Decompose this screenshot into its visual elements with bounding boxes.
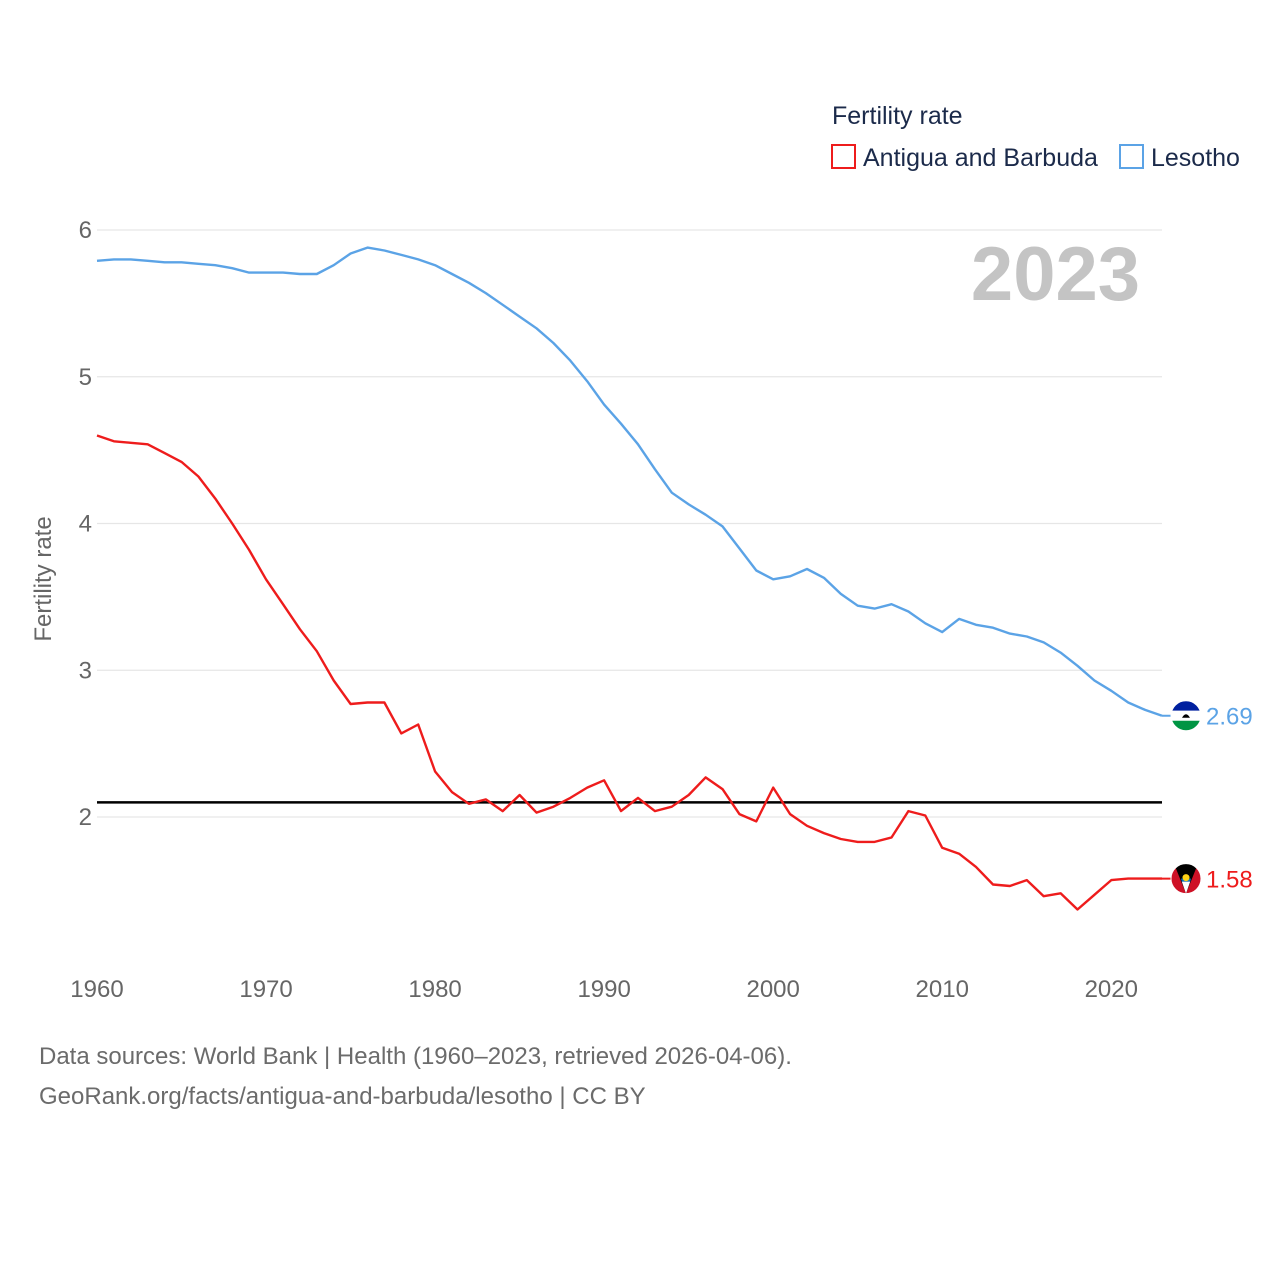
source-line-1: Data sources: World Bank | Health (1960–… [39, 1043, 792, 1070]
legend-swatch-antigua [831, 144, 856, 169]
end-value-lesotho: 2.69 [1206, 704, 1253, 731]
legend-label-lesotho: Lesotho [1151, 144, 1240, 172]
x-tick-label: 1980 [408, 976, 461, 1003]
legend-swatch-lesotho [1119, 144, 1144, 169]
gridlines [97, 229, 1162, 818]
y-tick-label: 6 [79, 217, 92, 244]
x-tick-label: 2010 [916, 976, 969, 1003]
y-tick-labels: 2 3 4 5 6 [79, 217, 92, 831]
series-line-lesotho [96, 246, 1163, 717]
y-tick-label: 3 [79, 657, 92, 684]
legend-item-antigua[interactable]: Antigua and Barbuda [831, 144, 1098, 172]
x-tick-label: 1990 [577, 976, 630, 1003]
y-axis-label: Fertility rate [30, 516, 57, 641]
y-tick-label: 2 [79, 804, 92, 831]
end-markers: 1.58 2.69 [1162, 700, 1253, 895]
legend-label-antigua: Antigua and Barbuda [863, 144, 1098, 172]
flag-icon-lesotho [1170, 700, 1202, 732]
flag-icon-antigua [1170, 863, 1202, 895]
current-year-label: 2023 [971, 232, 1140, 317]
x-tick-label: 1970 [239, 976, 292, 1003]
x-tick-label: 2000 [746, 976, 799, 1003]
x-tick-label: 2020 [1085, 976, 1138, 1003]
x-tick-labels: 1960 1970 1980 1990 2000 2010 2020 [70, 976, 1138, 1003]
legend-title: Fertility rate [832, 102, 963, 130]
source-line-2[interactable]: GeoRank.org/facts/antigua-and-barbuda/le… [39, 1083, 646, 1110]
y-tick-label: 5 [79, 364, 92, 391]
x-tick-label: 1960 [70, 976, 123, 1003]
legend-item-lesotho[interactable]: Lesotho [1119, 144, 1240, 172]
legend: Fertility rate Antigua and Barbuda Lesot… [831, 102, 1240, 172]
end-value-antigua: 1.58 [1206, 867, 1253, 894]
series-line-antigua [96, 434, 1162, 911]
y-tick-label: 4 [79, 511, 92, 538]
series-lines [96, 246, 1163, 911]
